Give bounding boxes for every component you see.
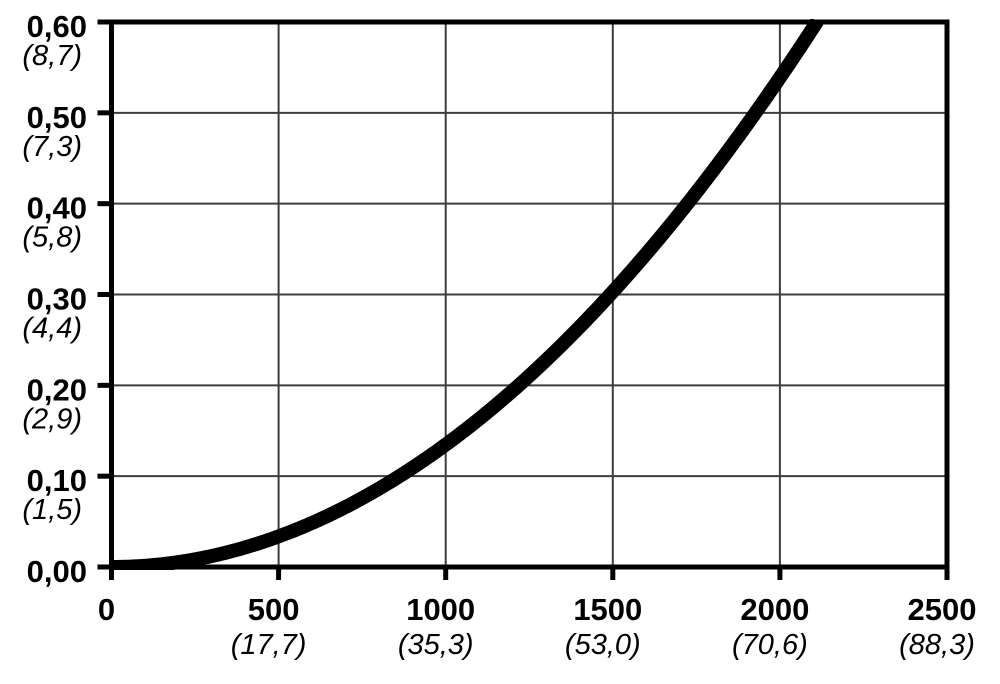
y-tick-sublabel: (7,3) (22, 131, 82, 163)
y-tick-label: 0,20 (27, 372, 87, 407)
x-tick-label: 0 (98, 592, 115, 627)
y-tick-sublabel: (1,5) (22, 494, 82, 526)
x-tick-sublabel: (35,3) (398, 629, 474, 661)
y-tick-label: 0,10 (27, 463, 87, 498)
x-tick-sublabel: (88,3) (899, 629, 975, 661)
gridlines (111, 22, 947, 567)
y-tick-label: 0,50 (27, 100, 87, 135)
y-tick-label: 0,60 (27, 9, 87, 44)
x-tick-sublabel: (53,0) (565, 629, 641, 661)
x-tick-label: 2000 (740, 592, 809, 627)
y-tick-sublabel: (5,8) (22, 222, 82, 254)
curve-path (108, 19, 824, 570)
y-tick-label: 0,30 (27, 282, 87, 317)
x-tick-label: 2500 (908, 592, 977, 627)
curve-group (108, 19, 824, 570)
y-tick-label: 0,00 (27, 554, 87, 589)
x-tick-sublabel: (17,7) (231, 629, 307, 661)
y-tick-sublabel: (8,7) (22, 40, 82, 72)
y-tick-label: 0,40 (27, 191, 87, 226)
x-tick-label: 500 (248, 592, 300, 627)
y-tick-sublabel: (4,4) (22, 313, 82, 345)
x-tick-label: 1500 (573, 592, 642, 627)
x-tick-sublabel: (70,6) (732, 629, 808, 661)
axis-ticks (97, 19, 950, 580)
x-tick-label: 1000 (406, 592, 475, 627)
y-tick-sublabel: (2,9) (22, 403, 82, 435)
